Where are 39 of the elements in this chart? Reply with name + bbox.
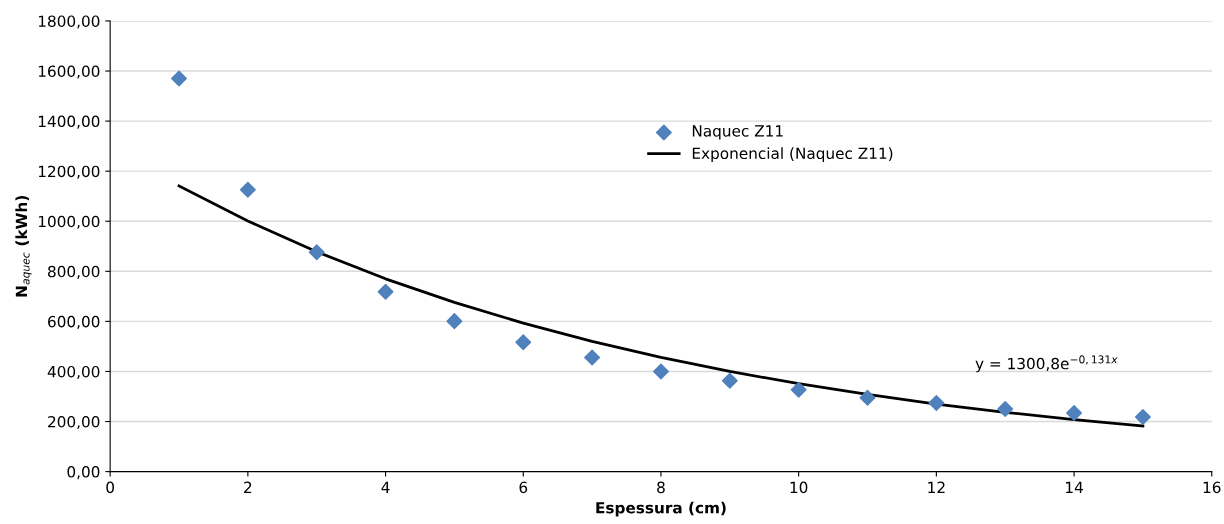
point <box>584 349 601 366</box>
point <box>308 244 325 261</box>
legend-label: Naquec Z11 <box>692 125 783 140</box>
x-tick-label: 8 <box>657 481 665 494</box>
point <box>652 363 669 380</box>
x-tick-label: 0 <box>106 481 115 494</box>
y-tick-label: 1800,00 <box>38 15 100 29</box>
point <box>790 381 807 398</box>
annotation: y = 1300,8e$^{−0,131x}$ <box>975 355 1118 373</box>
point <box>171 70 187 87</box>
y-tick-label: 200,00 <box>48 415 100 430</box>
point <box>515 334 532 351</box>
y-tick-label: 1000,00 <box>38 215 100 229</box>
y-tick-label: 1200,00 <box>38 165 100 179</box>
point <box>859 389 876 406</box>
y-tick-label: 400,00 <box>47 365 100 380</box>
y-tick-label: 600,00 <box>48 315 100 329</box>
x-tick-label: 12 <box>928 481 945 493</box>
x-tick-label: 4 <box>381 481 390 493</box>
x-axis-title: Espessura (cm) <box>596 501 726 517</box>
y-tick-label: 1400,00 <box>38 115 100 129</box>
point <box>1066 405 1083 421</box>
x-tick-label: 16 <box>1203 481 1221 494</box>
y-tick-label: 800,00 <box>48 265 100 279</box>
y-axis-title: N$_{aquec}$ (kWh) <box>15 196 32 297</box>
point <box>1134 409 1151 426</box>
point <box>239 181 256 198</box>
x-tick-label: 6 <box>519 481 528 494</box>
legend-label: Exponencial (Naquec Z11) <box>692 147 893 163</box>
point <box>997 401 1014 417</box>
point <box>721 372 738 389</box>
x-tick-label: 2 <box>244 481 252 493</box>
point <box>928 395 945 411</box>
y-tick-label: 1600,00 <box>38 65 100 79</box>
x-tick-label: 14 <box>1066 481 1083 493</box>
x-tick-label: 10 <box>790 481 808 494</box>
point <box>377 283 394 300</box>
point <box>446 313 463 330</box>
y-tick-label: 0,00 <box>67 466 100 480</box>
